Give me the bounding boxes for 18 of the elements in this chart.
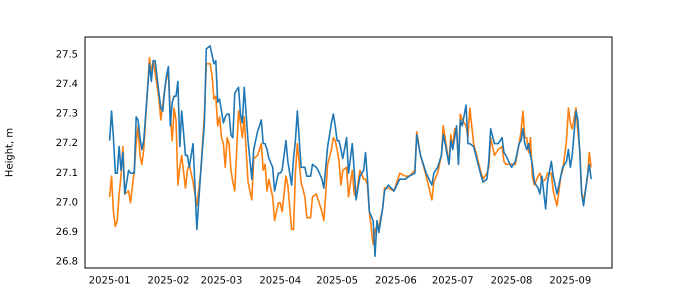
x-tick-label: 2025-09 <box>549 276 592 287</box>
x-tick-label: 2025-01 <box>88 276 131 287</box>
x-tick-label: 2025-02 <box>148 276 190 287</box>
x-tick-label: 2025-04 <box>259 276 302 287</box>
y-tick-label: 27.2 <box>56 138 78 150</box>
y-tick-label: 27.1 <box>56 168 78 179</box>
x-tick-label: 2025-06 <box>374 276 417 287</box>
x-tick-label: 2025-03 <box>200 276 242 287</box>
y-tick-label: 26.8 <box>56 256 78 268</box>
y-tick-label: 27.3 <box>56 108 78 120</box>
y-tick-label: 27.4 <box>56 78 78 90</box>
x-tick-label: 2025-07 <box>432 276 474 287</box>
x-tick-label: 2025-08 <box>490 276 532 287</box>
x-tick-label: 2025-05 <box>316 276 358 287</box>
y-tick-label: 27.0 <box>56 197 78 208</box>
y-tick-label: 27.5 <box>56 49 78 60</box>
y-axis-title: Height, m <box>4 128 16 178</box>
y-tick-label: 26.9 <box>56 227 78 238</box>
